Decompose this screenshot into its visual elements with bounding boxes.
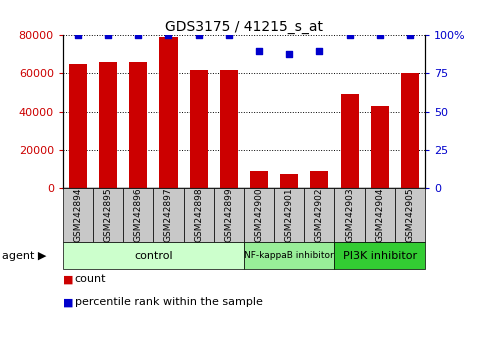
Point <box>406 33 414 38</box>
Point <box>74 33 82 38</box>
Bar <box>129 62 147 188</box>
Text: NF-kappaB inhibitor: NF-kappaB inhibitor <box>244 251 334 260</box>
Text: ■: ■ <box>63 274 73 284</box>
Point <box>376 33 384 38</box>
Bar <box>250 171 268 188</box>
Point <box>346 33 354 38</box>
Text: GSM242902: GSM242902 <box>315 188 324 242</box>
Bar <box>69 64 87 188</box>
Point <box>195 33 202 38</box>
Point <box>165 33 172 38</box>
Title: GDS3175 / 41215_s_at: GDS3175 / 41215_s_at <box>165 21 323 34</box>
Text: GSM242896: GSM242896 <box>134 188 143 242</box>
Text: count: count <box>75 274 106 284</box>
Text: agent ▶: agent ▶ <box>2 251 47 261</box>
Text: GSM242903: GSM242903 <box>345 188 354 242</box>
Bar <box>99 62 117 188</box>
Bar <box>341 95 358 188</box>
Text: GSM242901: GSM242901 <box>284 188 294 242</box>
Text: ■: ■ <box>63 297 73 307</box>
Text: GSM242898: GSM242898 <box>194 188 203 242</box>
Text: GSM242897: GSM242897 <box>164 188 173 242</box>
Text: GSM242904: GSM242904 <box>375 188 384 242</box>
Text: GSM242895: GSM242895 <box>103 188 113 242</box>
Point <box>134 33 142 38</box>
Bar <box>371 106 389 188</box>
Bar <box>401 73 419 188</box>
Text: percentile rank within the sample: percentile rank within the sample <box>75 297 263 307</box>
Text: control: control <box>134 251 172 261</box>
Point <box>225 33 233 38</box>
Text: GSM242900: GSM242900 <box>255 188 264 242</box>
Text: GSM242905: GSM242905 <box>405 188 414 242</box>
Point <box>285 51 293 57</box>
Text: GSM242899: GSM242899 <box>224 188 233 242</box>
Bar <box>280 174 298 188</box>
Bar <box>311 171 328 188</box>
Bar <box>189 70 208 188</box>
Point <box>255 48 263 53</box>
Text: GSM242894: GSM242894 <box>73 188 83 242</box>
Text: PI3K inhibitor: PI3K inhibitor <box>343 251 417 261</box>
Bar <box>159 37 178 188</box>
Bar <box>220 70 238 188</box>
Point <box>104 33 112 38</box>
Point <box>315 48 323 53</box>
